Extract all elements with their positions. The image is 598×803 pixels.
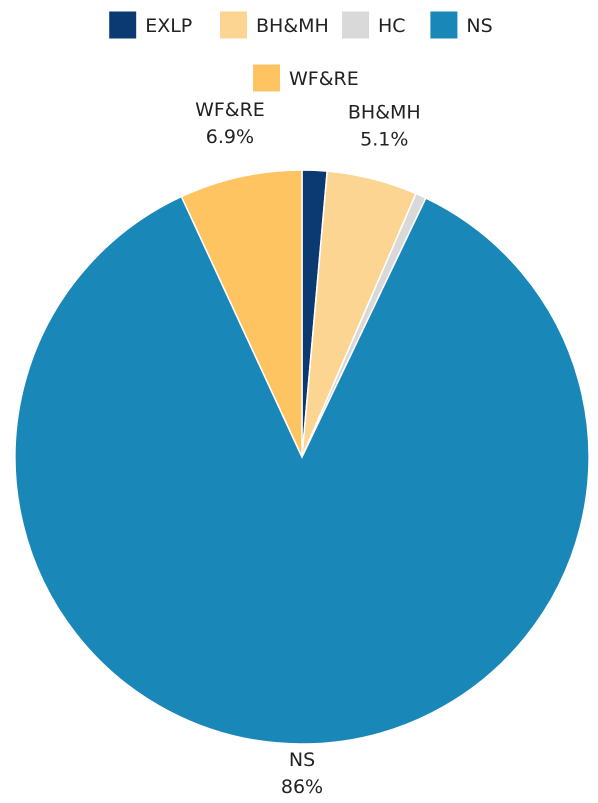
legend-label-hc: HC	[378, 15, 406, 37]
data-label-value-ns: 86%	[281, 776, 323, 798]
data-label-name-wf-and-re: WF&RE	[195, 99, 265, 121]
legend-label-wf-and-re: WF&RE	[289, 68, 359, 90]
data-label-name-ns: NS	[289, 749, 315, 771]
pie-slices	[14, 169, 590, 745]
legend-swatch-hc	[342, 11, 369, 39]
legend: EXLP BH&MH HC NS WF&RE	[109, 11, 493, 92]
legend-swatch-wf-and-re	[253, 64, 280, 92]
legend-label-bh-and-mh: BH&MH	[256, 15, 329, 37]
legend-label-exlp: EXLP	[145, 15, 192, 37]
data-labels: BH&MH 5.1% NS 86% WF&RE 6.9%	[195, 99, 421, 798]
data-label-value-wf-and-re: 6.9%	[206, 126, 254, 148]
pie-slice-ns	[14, 195, 590, 745]
data-label-name-bh-and-mh: BH&MH	[348, 101, 421, 123]
pie-slice-wf-and-re	[180, 169, 303, 458]
legend-label-ns: NS	[466, 15, 492, 37]
legend-swatch-bh-and-mh	[220, 11, 247, 39]
data-label-value-bh-and-mh: 5.1%	[360, 128, 408, 150]
legend-swatch-exlp	[109, 11, 137, 39]
legend-swatch-ns	[430, 11, 458, 39]
